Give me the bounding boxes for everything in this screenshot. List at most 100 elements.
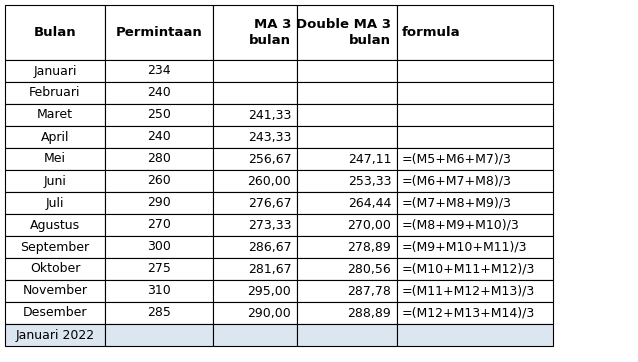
Text: Agustus: Agustus [30, 219, 80, 232]
Bar [297, 280, 397, 302]
Text: 275: 275 [147, 262, 171, 275]
Bar [5, 324, 105, 346]
Bar [213, 324, 297, 346]
Text: Double MA 3
bulan: Double MA 3 bulan [296, 18, 391, 46]
Text: Juni: Juni [43, 174, 66, 188]
Bar [5, 104, 105, 126]
Bar [297, 5, 397, 60]
Bar [213, 280, 297, 302]
Text: 241,33: 241,33 [248, 109, 292, 122]
Text: September: September [20, 240, 89, 253]
Text: =(M5+M6+M7)/3: =(M5+M6+M7)/3 [402, 152, 512, 165]
Text: Januari: Januari [33, 64, 77, 77]
Text: 278,89: 278,89 [348, 240, 391, 253]
Bar [297, 324, 397, 346]
Bar [297, 126, 397, 148]
Text: 243,33: 243,33 [248, 130, 292, 143]
Bar [213, 302, 297, 324]
Text: Bulan: Bulan [34, 26, 77, 39]
Bar [297, 148, 397, 170]
Text: 280: 280 [147, 152, 171, 165]
Text: Januari 2022: Januari 2022 [15, 328, 94, 341]
Bar [105, 214, 213, 236]
Bar [397, 258, 553, 280]
Text: 264,44: 264,44 [348, 197, 391, 210]
Text: 285: 285 [147, 307, 171, 320]
Text: 247,11: 247,11 [348, 152, 391, 165]
Text: 288,89: 288,89 [348, 307, 391, 320]
Bar [397, 104, 553, 126]
Bar [297, 82, 397, 104]
Text: November: November [22, 285, 87, 298]
Bar [105, 60, 213, 82]
Text: Februari: Februari [29, 87, 81, 100]
Bar [213, 192, 297, 214]
Bar [297, 192, 397, 214]
Bar [105, 258, 213, 280]
Bar [397, 192, 553, 214]
Bar [297, 302, 397, 324]
Text: 270: 270 [147, 219, 171, 232]
Text: 310: 310 [147, 285, 171, 298]
Bar [397, 236, 553, 258]
Bar [105, 5, 213, 60]
Bar [213, 148, 297, 170]
Bar [213, 258, 297, 280]
Bar [397, 302, 553, 324]
Text: =(M6+M7+M8)/3: =(M6+M7+M8)/3 [402, 174, 512, 188]
Text: =(M9+M10+M11)/3: =(M9+M10+M11)/3 [402, 240, 528, 253]
Bar [297, 60, 397, 82]
Bar [397, 126, 553, 148]
Bar [5, 280, 105, 302]
Bar [397, 82, 553, 104]
Bar [397, 214, 553, 236]
Bar [5, 5, 105, 60]
Bar [105, 192, 213, 214]
Bar [105, 236, 213, 258]
Bar [297, 104, 397, 126]
Bar [297, 236, 397, 258]
Bar [213, 104, 297, 126]
Bar [297, 258, 397, 280]
Bar [5, 192, 105, 214]
Text: =(M10+M11+M12)/3: =(M10+M11+M12)/3 [402, 262, 535, 275]
Bar [5, 214, 105, 236]
Text: 286,67: 286,67 [248, 240, 292, 253]
Bar [297, 170, 397, 192]
Bar [397, 60, 553, 82]
Bar [397, 280, 553, 302]
Bar [5, 60, 105, 82]
Bar [105, 302, 213, 324]
Text: 240: 240 [147, 130, 171, 143]
Bar [105, 104, 213, 126]
Bar [105, 82, 213, 104]
Text: 290,00: 290,00 [248, 307, 292, 320]
Text: 273,33: 273,33 [248, 219, 292, 232]
Text: 250: 250 [147, 109, 171, 122]
Bar [297, 214, 397, 236]
Bar [105, 324, 213, 346]
Text: formula: formula [402, 26, 461, 39]
Text: 234: 234 [147, 64, 171, 77]
Bar [5, 126, 105, 148]
Text: Desember: Desember [23, 307, 87, 320]
Text: 256,67: 256,67 [248, 152, 292, 165]
Text: 295,00: 295,00 [248, 285, 292, 298]
Bar [213, 60, 297, 82]
Text: =(M11+M12+M13)/3: =(M11+M12+M13)/3 [402, 285, 535, 298]
Text: 260: 260 [147, 174, 171, 188]
Text: 276,67: 276,67 [248, 197, 292, 210]
Text: 240: 240 [147, 87, 171, 100]
Bar [105, 126, 213, 148]
Bar [213, 5, 297, 60]
Text: =(M12+M13+M14)/3: =(M12+M13+M14)/3 [402, 307, 535, 320]
Text: Juli: Juli [46, 197, 64, 210]
Text: 281,67: 281,67 [248, 262, 292, 275]
Text: 290: 290 [147, 197, 171, 210]
Bar [5, 236, 105, 258]
Bar [105, 170, 213, 192]
Bar [213, 236, 297, 258]
Bar [105, 280, 213, 302]
Text: MA 3
bulan: MA 3 bulan [249, 18, 292, 46]
Text: 287,78: 287,78 [347, 285, 391, 298]
